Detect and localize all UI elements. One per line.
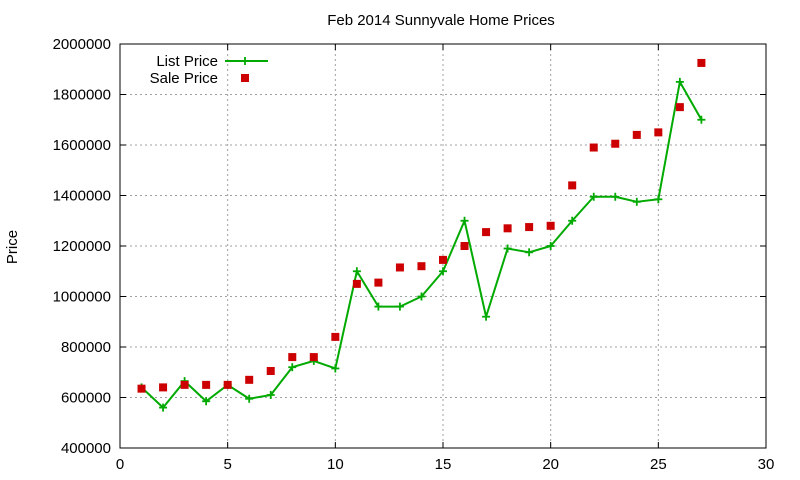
data-point [395, 263, 404, 272]
y-tick-label: 800000 [61, 339, 111, 356]
axis-layer: 0 5 10 15 20 25 30 400000 600000 800000 1000000 120… [53, 36, 775, 473]
data-point [546, 221, 555, 230]
y-tick-label: 2000000 [53, 36, 111, 53]
data-point [654, 195, 663, 204]
data-point [439, 267, 447, 276]
data-point [223, 380, 232, 389]
data-point [675, 77, 684, 86]
data-point [482, 228, 491, 237]
y-tick-label: 1400000 [53, 188, 111, 205]
legend-entry: List Price [156, 53, 268, 70]
y-tick-label: 1200000 [53, 238, 111, 255]
data-point [460, 242, 469, 250]
data-point [460, 216, 469, 225]
data-point [589, 192, 598, 201]
grid-layer [120, 44, 766, 448]
data-point [568, 216, 577, 225]
data-point [568, 181, 577, 190]
data-point [245, 375, 254, 384]
series-0 [137, 77, 706, 412]
data-point [611, 139, 620, 148]
data-point [374, 278, 383, 287]
legend-swatch-marker [241, 57, 249, 65]
x-tick-label: 20 [542, 456, 559, 473]
data-point [137, 384, 146, 393]
data-point [374, 302, 383, 311]
legend-label: Sale Price [150, 70, 218, 87]
data-point [697, 115, 706, 124]
data-point [331, 364, 340, 373]
data-point [675, 103, 684, 112]
data-point [288, 363, 297, 372]
data-point [632, 197, 641, 206]
data-point [439, 255, 447, 264]
x-tick-label: 10 [327, 456, 344, 473]
data-point [546, 242, 555, 250]
series-line [140, 80, 703, 409]
chart-title: Feb 2014 Sunnyvale Home Prices [327, 12, 555, 29]
data-point [331, 332, 340, 341]
data-point [266, 390, 275, 399]
data-point [159, 403, 168, 412]
y-tick-label: 600000 [61, 390, 111, 407]
legend-swatch-marker [241, 74, 249, 82]
data-point [525, 223, 534, 232]
data-point [159, 383, 168, 392]
data-point [503, 224, 512, 233]
data-point [309, 353, 318, 362]
data-point [352, 267, 361, 276]
data-point [417, 262, 426, 271]
x-tick-label: 25 [650, 456, 667, 473]
legend-entry: Sale Price [150, 70, 249, 87]
data-point [288, 353, 297, 362]
data-point [202, 380, 211, 389]
x-tick-label: 0 [116, 456, 124, 473]
x-tick-label: 15 [435, 456, 452, 473]
data-point [589, 143, 598, 152]
data-point [632, 130, 641, 139]
series-1 [137, 58, 706, 393]
data-point [697, 58, 706, 67]
data-point [503, 244, 512, 253]
data-point [395, 302, 404, 311]
data-point [482, 312, 491, 321]
y-axis-label: Price [4, 230, 21, 264]
data-point [266, 366, 275, 375]
y-tick-label: 400000 [61, 440, 111, 457]
x-tick-label: 30 [758, 456, 775, 473]
data-point [611, 192, 620, 201]
series-layer [137, 58, 706, 412]
data-point [417, 292, 426, 301]
y-tick-label: 1600000 [53, 137, 111, 154]
data-point [245, 394, 254, 403]
y-tick-label: 1000000 [53, 289, 111, 306]
data-point [202, 397, 211, 406]
data-point [180, 380, 189, 389]
y-tick-label: 1800000 [53, 87, 111, 104]
data-point [352, 279, 361, 288]
legend-label: List Price [156, 53, 218, 70]
data-point [654, 128, 663, 137]
x-tick-label: 5 [223, 456, 231, 473]
data-point [525, 248, 534, 257]
